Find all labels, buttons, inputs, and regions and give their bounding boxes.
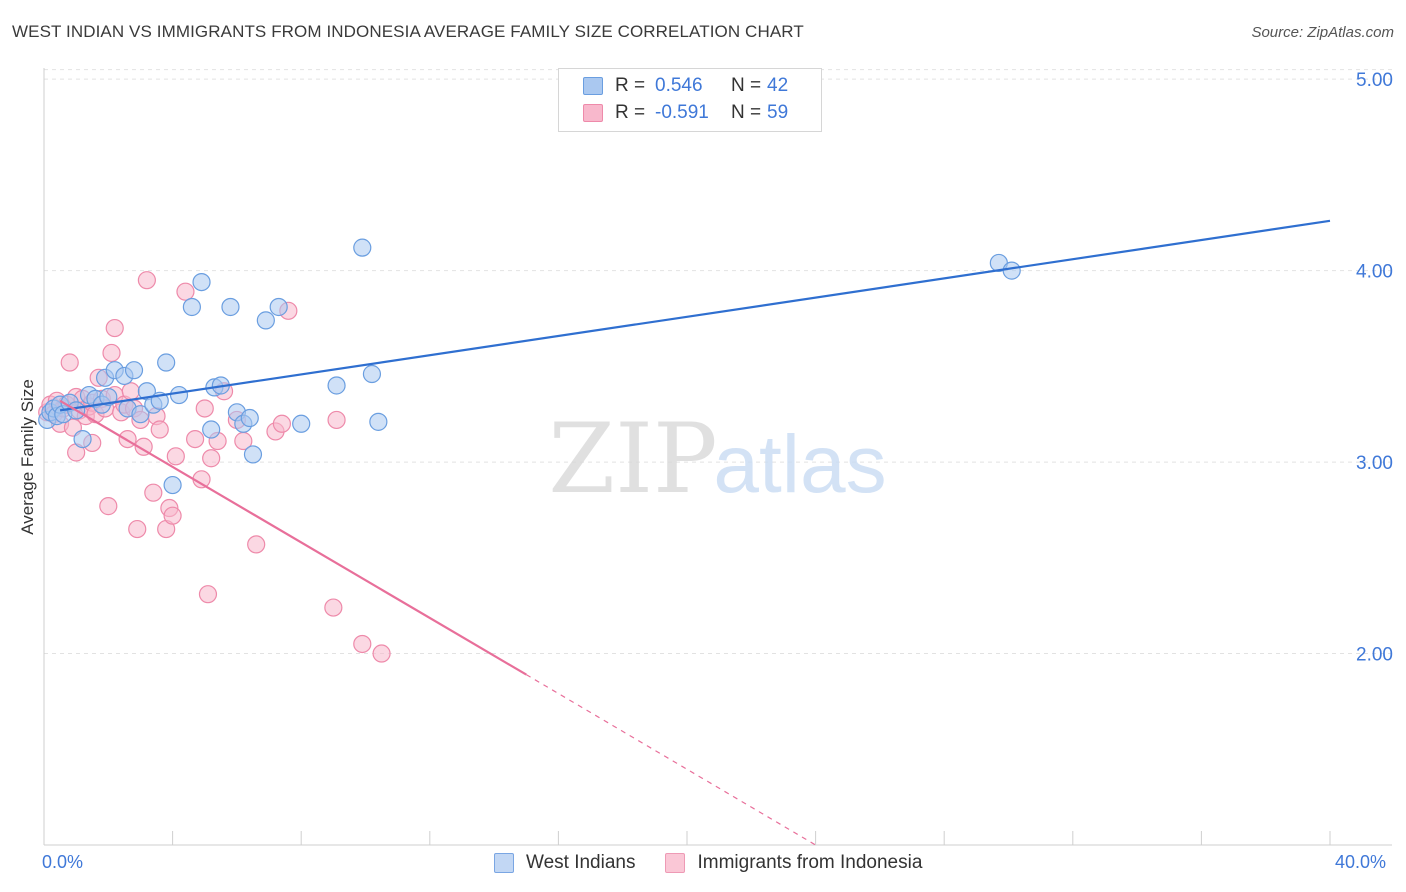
data-point <box>198 585 218 604</box>
data-point <box>60 353 79 372</box>
legend-item-west-indians: West Indians <box>494 852 635 874</box>
data-point <box>150 420 169 439</box>
pink-swatch-icon <box>583 104 603 122</box>
data-point <box>195 399 214 418</box>
data-point <box>144 483 163 502</box>
pink-swatch-icon <box>665 853 686 873</box>
data-point <box>221 297 240 317</box>
r-value: 0.546 <box>655 75 703 96</box>
n-value: 59 <box>767 102 789 123</box>
legend-label: Immigrants from Indonesia <box>697 852 923 873</box>
y-axis-label: Average Family Size <box>18 379 37 535</box>
n-value: 42 <box>767 75 789 96</box>
n-label: N = <box>731 75 762 96</box>
correlation-legend: R = 0.546 N = 42 R = -0.591 N = 59 <box>558 68 822 132</box>
data-point <box>134 437 153 456</box>
data-point <box>372 644 391 663</box>
y-tick-label: 3.00 <box>1356 453 1393 474</box>
data-point <box>1002 261 1021 280</box>
watermark-zip: ZIP <box>548 403 717 515</box>
data-point <box>353 238 372 257</box>
y-tick-label: 2.00 <box>1356 645 1393 666</box>
data-point <box>137 271 156 290</box>
data-point <box>327 410 346 430</box>
data-point <box>105 318 124 338</box>
gridlines <box>44 69 1392 655</box>
data-point <box>247 535 266 554</box>
blue-swatch-icon <box>583 77 603 95</box>
data-point <box>272 414 292 433</box>
data-point <box>124 361 144 380</box>
data-point <box>176 282 195 301</box>
data-point <box>369 412 388 431</box>
y-tick-labels: 2.00 3.00 4.00 5.00 <box>1356 70 1393 665</box>
trend-line-west-indians <box>59 219 1331 412</box>
data-point <box>202 449 221 468</box>
data-point <box>121 382 140 401</box>
data-point <box>186 429 205 449</box>
legend-item-indonesia: Immigrants from Indonesia <box>665 852 922 874</box>
data-point <box>169 385 189 405</box>
data-point <box>324 598 343 617</box>
x-tick-min: 0.0% <box>42 852 84 872</box>
data-point <box>362 364 382 384</box>
blue-swatch-icon <box>494 853 514 873</box>
data-point <box>128 519 147 539</box>
source-label: Source: ZipAtlas.com <box>1251 24 1394 41</box>
data-point <box>163 475 182 495</box>
data-point <box>202 420 221 439</box>
data-point <box>243 445 263 464</box>
y-tick-label: 5.00 <box>1356 70 1393 91</box>
pink-series-points <box>38 271 391 663</box>
r-label: R = <box>615 75 646 96</box>
trend-line-indonesia <box>59 399 527 676</box>
r-label: R = <box>615 102 646 123</box>
legend-row-indonesia: R = -0.591 N = 59 <box>583 101 788 125</box>
data-point <box>240 408 259 428</box>
data-point <box>99 497 118 516</box>
watermark: ZIP atlas <box>548 403 886 515</box>
axes <box>43 68 1392 846</box>
x-tick-max: 40.0% <box>1335 852 1387 872</box>
blue-series-points <box>38 238 1021 495</box>
series-legend: West Indians Immigrants from Indonesia <box>494 852 952 874</box>
data-point <box>73 429 92 449</box>
data-point <box>327 376 346 395</box>
data-point <box>99 387 118 407</box>
r-value: -0.591 <box>655 102 709 123</box>
data-point <box>192 272 211 292</box>
n-label: N = <box>731 102 762 123</box>
data-point <box>269 297 288 317</box>
data-point <box>182 297 201 317</box>
data-point <box>292 414 311 433</box>
trend-line-indonesia-extension <box>525 674 816 846</box>
data-point <box>163 506 182 525</box>
watermark-atlas: atlas <box>713 419 886 510</box>
trend-lines <box>59 219 1331 846</box>
data-point <box>102 343 121 363</box>
data-point <box>131 405 150 424</box>
data-point <box>256 311 275 330</box>
y-tick-label: 4.00 <box>1356 262 1393 283</box>
data-point <box>166 447 185 466</box>
data-point <box>353 634 372 654</box>
legend-label: West Indians <box>526 852 636 873</box>
chart-title: WEST INDIAN VS IMMIGRANTS FROM INDONESIA… <box>12 22 804 41</box>
legend-row-west-indians: R = 0.546 N = 42 <box>583 74 788 98</box>
data-point <box>157 353 176 372</box>
